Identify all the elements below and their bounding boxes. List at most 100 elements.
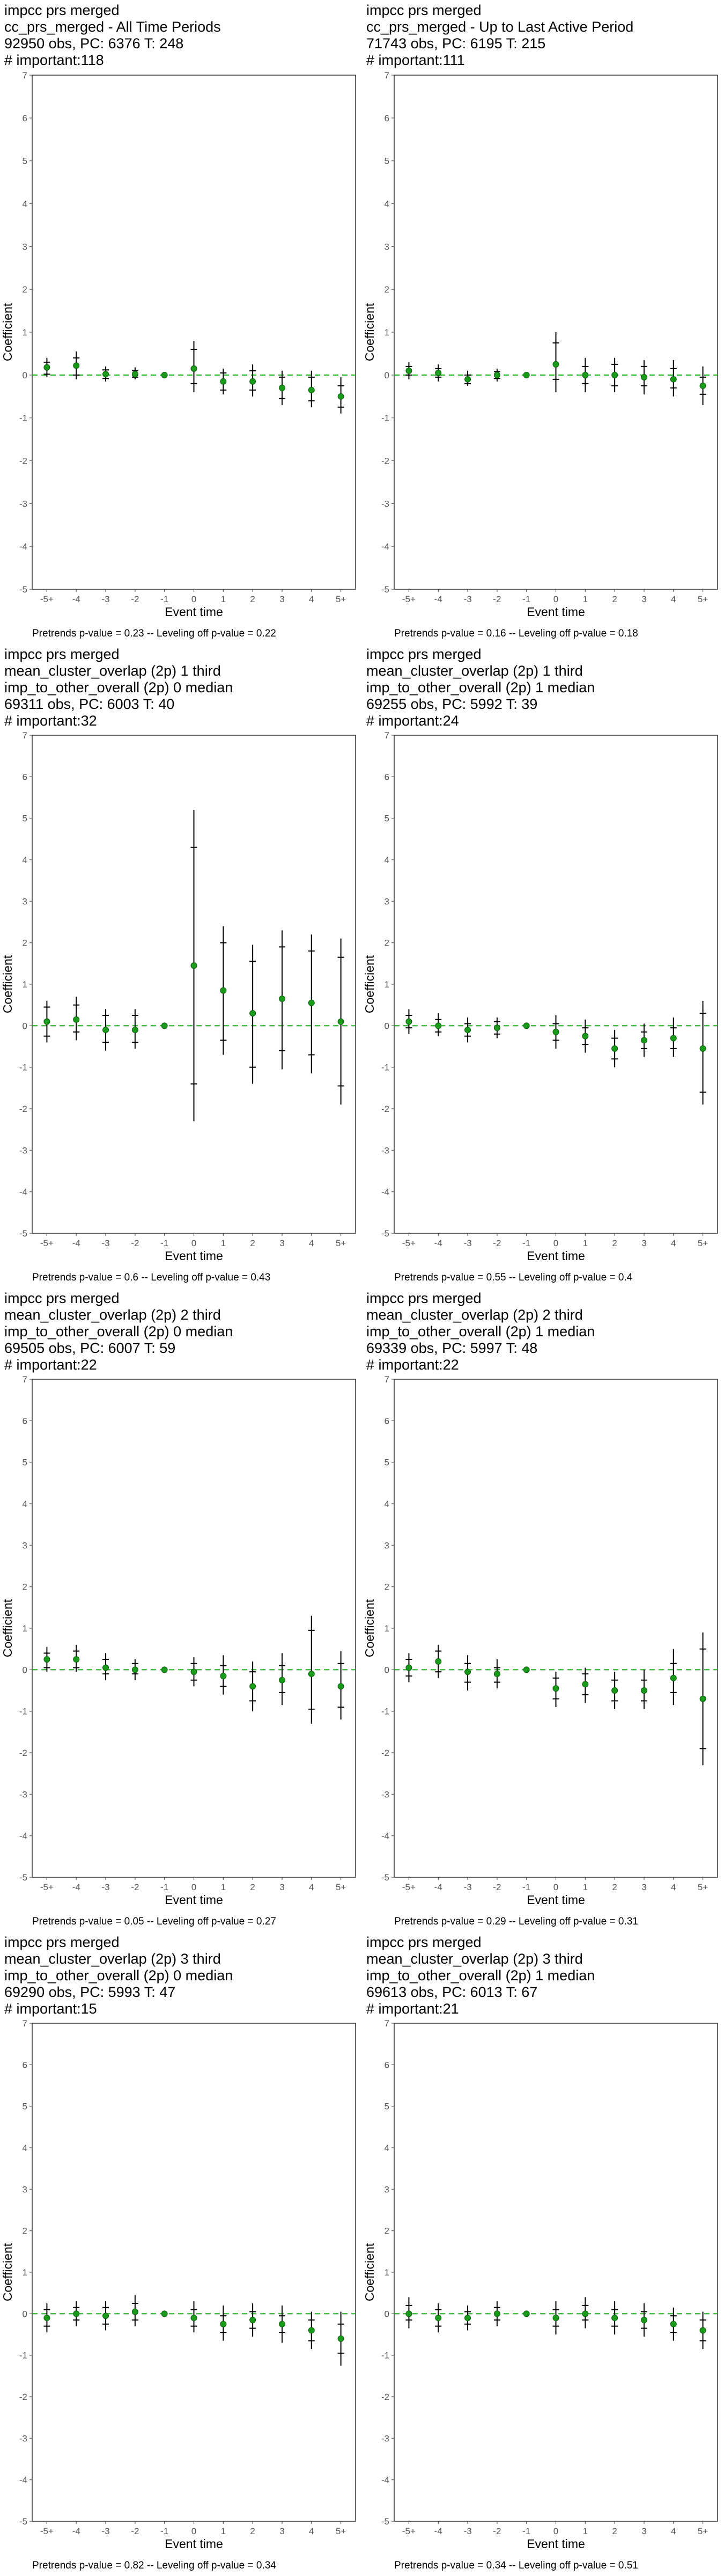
coefficient-point-group bbox=[435, 1013, 442, 1036]
x-tick-label: -5+ bbox=[402, 2526, 416, 2536]
y-tick-label: 7 bbox=[385, 2018, 389, 2029]
coefficient-point bbox=[278, 384, 285, 391]
x-tick-label: 1 bbox=[583, 594, 588, 604]
y-tick-label: 5 bbox=[385, 2102, 389, 2112]
y-tick-label: 5 bbox=[385, 814, 389, 824]
y-tick-label: -4 bbox=[19, 541, 27, 552]
coefficient-point-group bbox=[464, 370, 471, 386]
pvalue-footer: Pretrends p-value = 0.29 -- Leveling off… bbox=[394, 1916, 638, 1927]
y-tick-label: 4 bbox=[23, 855, 27, 865]
y-tick-label: -2 bbox=[19, 1748, 27, 1758]
y-tick-label: 7 bbox=[385, 70, 389, 80]
coefficient-point-group bbox=[161, 371, 168, 378]
x-tick-label: -2 bbox=[493, 2526, 501, 2536]
x-tick-label: 0 bbox=[191, 2526, 196, 2536]
pvalue-footer: Pretrends p-value = 0.82 -- Leveling off… bbox=[32, 2560, 276, 2571]
coefficient-point-group bbox=[308, 1615, 315, 1724]
y-tick-label: -3 bbox=[19, 1789, 27, 1799]
coefficient-point-group bbox=[435, 1644, 442, 1678]
x-tick-label: 2 bbox=[612, 2526, 617, 2536]
x-axis-label: Event time bbox=[527, 1249, 585, 1263]
y-tick-label: 2 bbox=[23, 2226, 27, 2236]
y-axis-label: Coefficient bbox=[363, 303, 376, 361]
plot-frame bbox=[32, 75, 356, 590]
y-tick-label: 7 bbox=[385, 730, 389, 741]
pvalue-footer: Pretrends p-value = 0.34 -- Leveling off… bbox=[394, 2560, 638, 2571]
coefficient-point-group bbox=[73, 1644, 80, 1672]
y-axis-label: Coefficient bbox=[1, 1599, 14, 1657]
coefficient-point-group bbox=[190, 2301, 197, 2333]
coefficient-point bbox=[337, 1683, 344, 1690]
chart-title-line: mean_cluster_overlap (2p) 3 third bbox=[366, 1951, 583, 1967]
chart-plot: -5 -4 -3 -2 -1 0 1 2 3 4 5 6 7 -5+ -4 -3 -2 -1 0 1 2 3 4 5+ Even… bbox=[363, 730, 718, 1263]
pvalue-footer: Pretrends p-value = 0.6 -- Leveling off … bbox=[32, 1272, 271, 1283]
x-tick-label: 0 bbox=[553, 1882, 558, 1892]
coefficient-point-group bbox=[220, 368, 227, 394]
x-tick-label: 4 bbox=[671, 594, 676, 604]
coefficient-point bbox=[493, 371, 500, 378]
chart-panel: impcc prs merged mean_cluster_overlap (2p… bbox=[0, 1932, 362, 2576]
y-tick-label: 2 bbox=[23, 284, 27, 295]
y-axis-label: Coefficient bbox=[1, 303, 14, 361]
y-tick-label: 2 bbox=[385, 284, 389, 295]
coefficient-point bbox=[249, 1010, 256, 1017]
coefficient-point bbox=[102, 1027, 109, 1034]
x-tick-label: 3 bbox=[641, 1882, 646, 1892]
coefficient-point bbox=[523, 2310, 530, 2317]
chart-title: impcc prs merged mean_cluster_overlap (2p… bbox=[366, 1290, 718, 1373]
coefficient-point bbox=[523, 371, 530, 378]
coefficient-point-group bbox=[523, 2310, 530, 2317]
x-tick-label: 4 bbox=[309, 1882, 314, 1892]
coefficient-point-group bbox=[131, 2295, 138, 2326]
y-tick-label: -4 bbox=[19, 2475, 27, 2485]
coefficient-point bbox=[43, 364, 50, 371]
coefficient-point bbox=[435, 1658, 442, 1665]
coefficient-point bbox=[220, 2321, 227, 2328]
x-tick-label: 2 bbox=[250, 1238, 255, 1248]
x-tick-label: 3 bbox=[641, 2526, 646, 2536]
x-tick-label: 3 bbox=[279, 594, 284, 604]
coefficient-point-group bbox=[405, 362, 412, 379]
x-tick-label: -2 bbox=[131, 1882, 139, 1892]
coefficient-point bbox=[611, 2315, 618, 2322]
y-tick-label: 1 bbox=[385, 2267, 389, 2278]
coefficient-point-group bbox=[523, 1666, 530, 1673]
chart-title-line: imp_to_other_overall (2p) 0 median bbox=[4, 679, 233, 696]
coefficient-point bbox=[43, 2315, 50, 2322]
chart-plot: -5 -4 -3 -2 -1 0 1 2 3 4 5 6 7 -5+ -4 -3 -2 -1 0 1 2 3 4 5+ Even… bbox=[1, 2018, 356, 2551]
y-tick-label: 4 bbox=[385, 2143, 389, 2153]
y-tick-label: 0 bbox=[23, 1665, 27, 1675]
coefficient-point-group bbox=[582, 1019, 589, 1053]
x-tick-label: -4 bbox=[434, 2526, 442, 2536]
coefficient-point-group bbox=[190, 810, 197, 1122]
x-tick-label: 5+ bbox=[698, 1238, 708, 1248]
chart-title-line: # important:21 bbox=[366, 2001, 459, 2017]
coefficient-point-group bbox=[278, 370, 285, 405]
coefficient-point bbox=[308, 386, 315, 393]
x-tick-label: -5+ bbox=[40, 594, 54, 604]
x-tick-label: -3 bbox=[101, 1238, 109, 1248]
coefficient-point-group bbox=[699, 1000, 706, 1105]
y-tick-label: 6 bbox=[23, 113, 27, 123]
x-tick-label: 2 bbox=[612, 594, 617, 604]
coefficient-point-group bbox=[493, 1659, 500, 1689]
coefficient-point bbox=[670, 376, 677, 383]
x-axis-label: Event time bbox=[165, 1249, 223, 1263]
coefficient-point bbox=[640, 374, 647, 380]
y-tick-label: -5 bbox=[19, 584, 27, 595]
coefficient-point-group bbox=[611, 357, 618, 392]
coefficient-point-group bbox=[582, 357, 589, 392]
y-tick-label: 3 bbox=[385, 241, 389, 252]
chart-title: impcc prs merged cc_prs_merged - Up to La… bbox=[366, 2, 718, 69]
coefficient-point-group bbox=[582, 2297, 589, 2329]
coefficient-point-group bbox=[337, 1651, 344, 1720]
x-tick-label: 0 bbox=[553, 2526, 558, 2536]
chart-plot: -5 -4 -3 -2 -1 0 1 2 3 4 5 6 7 -5+ -4 -3 -2 -1 0 1 2 3 4 5+ Even… bbox=[1, 1374, 356, 1907]
coefficient-point bbox=[278, 996, 285, 1002]
x-axis-label: Event time bbox=[165, 605, 223, 619]
coefficient-point bbox=[161, 371, 168, 378]
coefficient-point-group bbox=[699, 1632, 706, 1766]
coefficient-point bbox=[43, 1018, 50, 1025]
plot-frame bbox=[394, 1379, 718, 1878]
